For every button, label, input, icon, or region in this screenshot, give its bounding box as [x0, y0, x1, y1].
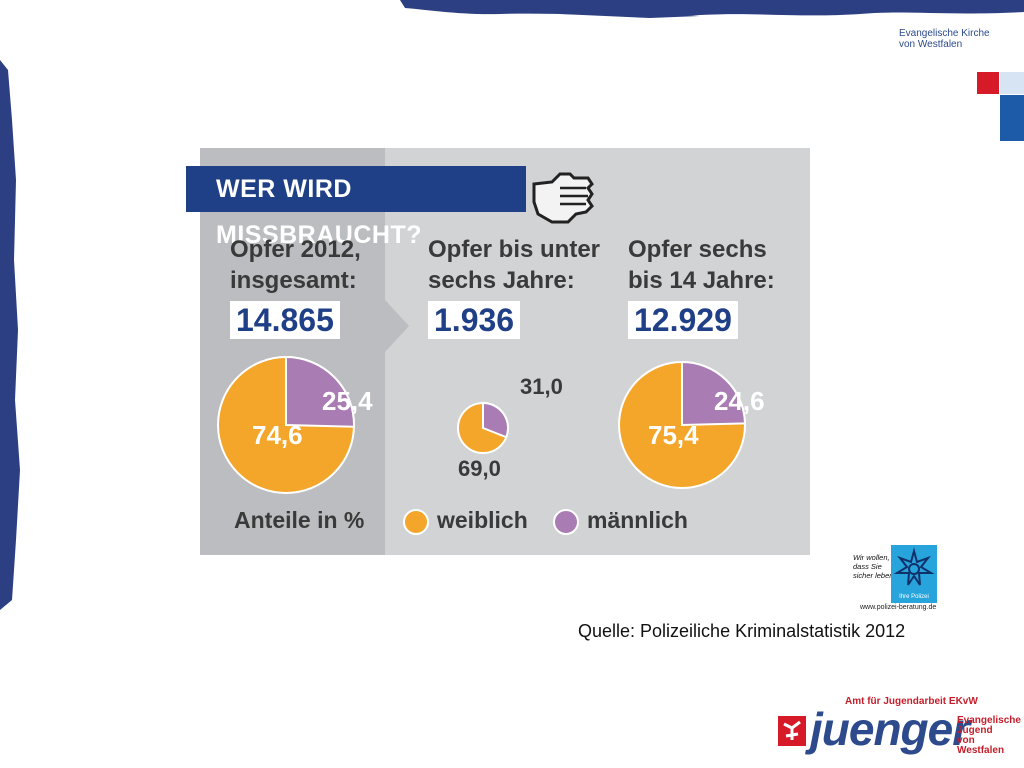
- source-citation: Quelle: Polizeiliche Kriminalstatistik 2…: [578, 621, 906, 641]
- pie1-male-label: 25,4: [322, 386, 373, 416]
- group2-label-line1: Opfer bis unter: [428, 236, 601, 263]
- logo-square-blue: [1000, 95, 1024, 141]
- church-name-line2: von Westfalen: [899, 39, 963, 50]
- pie-charts: 74,6 25,4 69,0 31,0 75,4 24,6: [217, 355, 765, 494]
- legend-male-swatch: [553, 509, 579, 535]
- group2-total: 1.936: [428, 301, 521, 339]
- police-slogan-line1: Wir wollen,: [853, 553, 890, 562]
- legend-female-swatch: [403, 509, 429, 535]
- police-url: www.polizei-beratung.de: [860, 604, 937, 611]
- pie2-male-label: 31,0: [520, 374, 563, 399]
- brush-stroke-left: [0, 60, 20, 610]
- police-badge-text: Ihre Polizei: [899, 594, 929, 600]
- police-slogan-line3: sicher leben.: [853, 571, 896, 580]
- police-star-icon: [893, 547, 935, 586]
- amt-label: Amt für Jugendarbeit EKvW: [845, 696, 978, 707]
- group1-label-line1: Opfer 2012,: [230, 236, 361, 263]
- group1-label-line2: insgesamt:: [230, 267, 357, 294]
- group3-total: 12.929: [628, 301, 738, 339]
- police-slogan-line2: dass Sie: [853, 562, 882, 571]
- pie3-male-slice: [681, 360, 747, 427]
- pie2-male-slice: [482, 401, 509, 439]
- pie1-female-label: 74,6: [252, 420, 303, 450]
- juenger-logo-text: juenger: [810, 703, 970, 755]
- pie2-female-label: 69,0: [458, 456, 501, 481]
- logo-square-light: [1000, 72, 1024, 94]
- panel-arrow: [385, 300, 409, 352]
- police-badge: Ihre Polizei: [891, 545, 937, 603]
- police-slogan: Wir wollen, dass Sie sicher leben.: [853, 553, 896, 580]
- police-logo: Wir wollen, dass Sie sicher leben. Ihre …: [853, 545, 937, 603]
- pie3-female-label: 75,4: [648, 420, 699, 450]
- group1-label: Opfer 2012, insgesamt:: [230, 234, 361, 296]
- glove-icon: [532, 172, 594, 224]
- ej-line2: Jugend: [957, 725, 993, 736]
- pie3-male-label: 24,6: [714, 386, 765, 416]
- pie1-male-slice: [285, 355, 355, 428]
- group3-label-line1: Opfer sechs: [628, 236, 767, 263]
- group1-total: 14.865: [230, 301, 340, 339]
- ej-line3: von Westfalen: [957, 735, 1005, 756]
- infographic: WER WIRD MISSBRAUCHT? Opfer 2012, insges…: [186, 148, 810, 555]
- legend-female-label: weiblich: [437, 507, 528, 533]
- infographic-title: WER WIRD MISSBRAUCHT?: [186, 166, 526, 249]
- cross-logo-icon: [778, 716, 806, 746]
- group2-label-line2: sechs Jahre:: [428, 267, 575, 294]
- ej-westfalen-text: Evangelische Jugend von Westfalen: [957, 716, 1024, 756]
- church-name-line1: Evangelische Kirche: [899, 28, 990, 39]
- logo-square-red: [977, 72, 999, 94]
- group3-label-line2: bis 14 Jahre:: [628, 267, 775, 294]
- group3-label: Opfer sechs bis 14 Jahre:: [628, 234, 775, 296]
- legend-male-label: männlich: [587, 507, 688, 533]
- church-logo-text: Evangelische Kirche von Westfalen: [899, 28, 990, 50]
- brush-stroke-top: [400, 0, 1024, 18]
- legend-caption: Anteile in %: [234, 507, 365, 533]
- group2-label: Opfer bis unter sechs Jahre:: [428, 234, 600, 296]
- ej-line1: Evangelische: [957, 715, 1021, 726]
